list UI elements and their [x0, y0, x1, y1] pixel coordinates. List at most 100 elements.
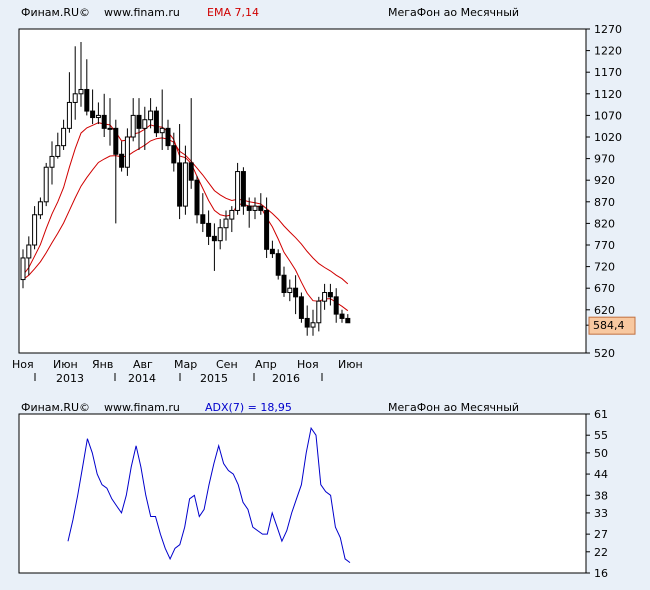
price-y-tick-label: 1070 — [594, 109, 622, 122]
candle-body-down — [101, 114, 107, 129]
candle-body-up — [43, 166, 49, 203]
candle-body-up — [287, 287, 293, 294]
candle-body-down — [258, 205, 264, 211]
price-y-tick-label: 1120 — [594, 88, 622, 101]
top-indicator: EMA 7,14 — [207, 6, 259, 19]
candle-body-down — [171, 145, 177, 164]
candle-body-up — [66, 101, 72, 129]
candle — [61, 119, 67, 150]
candle — [316, 296, 322, 332]
candle-body-up — [310, 322, 316, 328]
top-source: Финам.RU© — [21, 6, 91, 19]
candle — [211, 223, 217, 271]
candle-body-up — [148, 110, 154, 121]
candle — [90, 89, 96, 125]
price-y-tick-label: 870 — [594, 196, 615, 209]
candle — [322, 283, 328, 310]
x-month-label: Апр — [255, 358, 277, 371]
adx-y-tick-label: 33 — [594, 507, 608, 520]
candle-body-down — [339, 313, 345, 319]
candle — [72, 46, 78, 120]
candle-body-up — [20, 257, 26, 281]
candle — [298, 292, 304, 323]
candle — [124, 128, 130, 176]
adx-y-tick-label: 27 — [594, 528, 608, 541]
x-year-label: 2014 — [128, 372, 156, 385]
candle-body-up — [316, 300, 322, 324]
candle-body-up — [235, 171, 241, 211]
candle — [229, 206, 235, 233]
price-tag-box — [588, 316, 636, 335]
top-title: МегаФон ао Месячный — [388, 6, 520, 19]
candle-body-down — [275, 253, 281, 276]
candle — [327, 283, 333, 306]
candle — [345, 314, 351, 324]
x-year-label: 2016 — [272, 372, 300, 385]
candle-body-down — [188, 162, 194, 181]
price-y-tick-label: 770 — [594, 239, 615, 252]
candle-body-down — [281, 274, 287, 294]
candle-body-down — [206, 222, 212, 237]
candle — [200, 193, 206, 233]
candle — [304, 305, 310, 336]
candle — [258, 193, 264, 215]
candle — [182, 145, 188, 215]
candle-body-up — [61, 127, 67, 147]
candle — [240, 167, 246, 215]
candle — [252, 197, 258, 220]
candle-body-up — [223, 218, 229, 229]
candle-body-down — [298, 296, 304, 319]
bottom-site: www.finam.ru — [104, 401, 180, 414]
price-y-tick-label: 620 — [594, 304, 615, 317]
adx-y-tick-label: 55 — [594, 429, 608, 442]
adx-y-tick-label: 16 — [594, 567, 608, 580]
candle-body-up — [78, 88, 84, 95]
candle-body-down — [136, 114, 142, 129]
candle — [153, 106, 159, 137]
candle — [171, 132, 177, 172]
candle-body-down — [90, 110, 96, 119]
x-year-label: 2013 — [56, 372, 84, 385]
candle — [275, 249, 281, 280]
candle — [293, 275, 299, 315]
candle — [246, 197, 252, 228]
price-y-tick-label: 670 — [594, 282, 615, 295]
candle — [148, 98, 154, 129]
candle — [78, 41, 84, 107]
x-month-label: Мар — [174, 358, 197, 371]
candle — [130, 98, 136, 142]
candle-body-up — [49, 155, 55, 168]
candle-body-down — [333, 296, 339, 315]
candle — [66, 72, 72, 133]
price-tag-label: 584,4 — [593, 319, 625, 332]
price-y-tick-label: 720 — [594, 261, 615, 274]
x-month-label: Янв — [92, 358, 113, 371]
candle — [32, 206, 38, 250]
candle — [264, 197, 270, 258]
candle-body-up — [32, 214, 38, 246]
candle — [119, 141, 125, 172]
candle — [223, 210, 229, 241]
candle — [339, 309, 345, 323]
candle — [101, 93, 107, 137]
candles — [20, 41, 351, 336]
candle — [177, 124, 183, 220]
current-price-tag: 584,4 — [586, 316, 636, 335]
candle — [281, 266, 287, 297]
candle-body-up — [142, 119, 148, 129]
price-y-tick-label: 520 — [594, 347, 615, 360]
candle-body-up — [252, 205, 258, 211]
candle-body-up — [107, 127, 113, 130]
candle-body-down — [153, 110, 159, 134]
candle-body-up — [55, 145, 61, 157]
bottom-indicator: ADX(7) = 18,95 — [205, 401, 292, 414]
candle-body-down — [240, 171, 246, 207]
candle-body-down — [165, 127, 171, 147]
candle — [142, 106, 148, 150]
candle-body-down — [119, 153, 125, 168]
x-month-label: Июн — [53, 358, 78, 371]
candle-body-down — [269, 248, 275, 255]
adx-panel — [18, 413, 587, 574]
